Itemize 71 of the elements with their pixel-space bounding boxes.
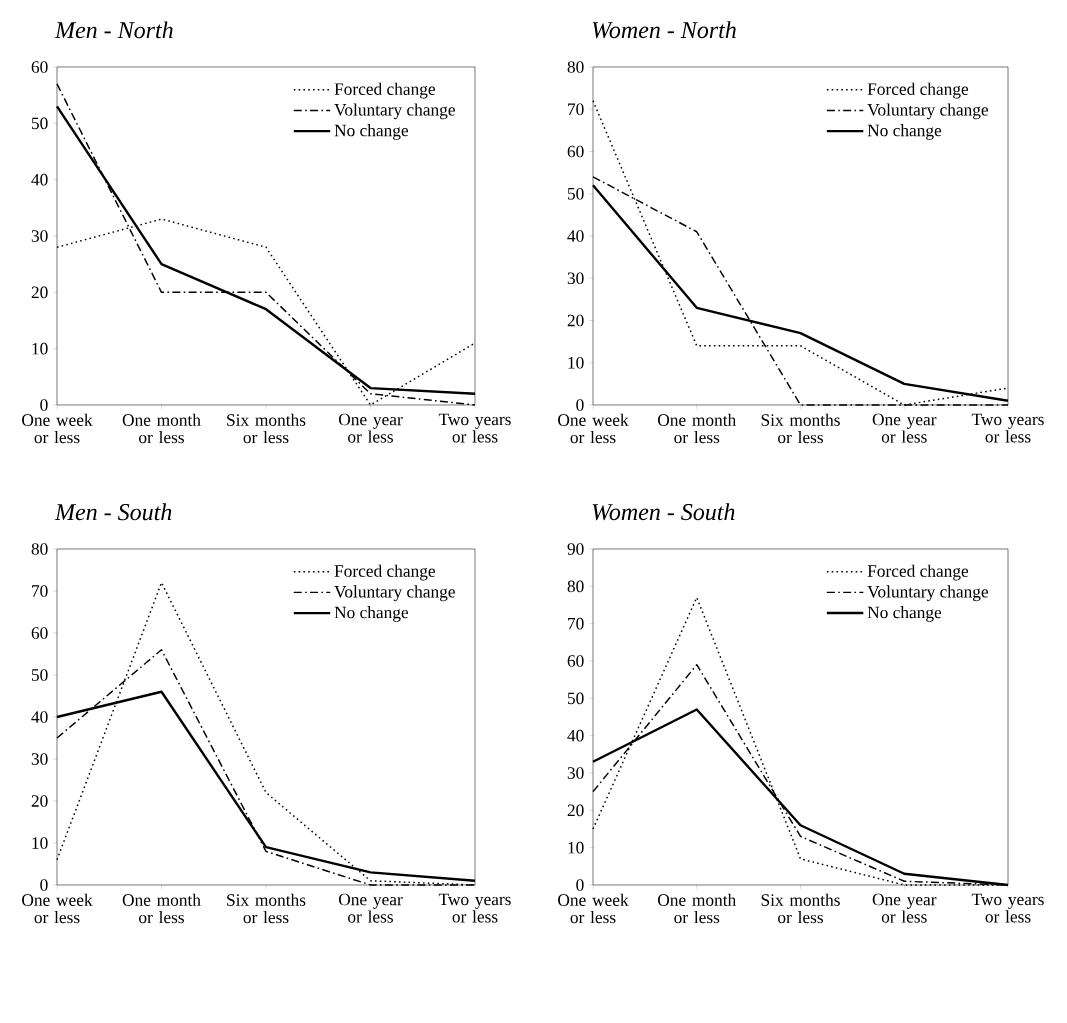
x-tick-label: One month or less bbox=[657, 413, 737, 444]
y-tick-label: 40 bbox=[567, 230, 584, 242]
y-tick-label: 50 bbox=[567, 187, 584, 200]
y-tick-label: 30 bbox=[31, 230, 48, 242]
y-tick-label: 60 bbox=[31, 627, 48, 639]
x-tick-label: One year or less bbox=[338, 413, 403, 443]
y-tick-label: 60 bbox=[31, 61, 48, 73]
y-tick-label: 70 bbox=[568, 617, 584, 630]
chart-title: Women - South bbox=[592, 503, 735, 521]
legend-label: Voluntary change bbox=[334, 585, 455, 602]
y-tick-label: 40 bbox=[31, 711, 48, 723]
chart-title: Men - North bbox=[54, 21, 173, 39]
y-tick-label: 60 bbox=[567, 655, 584, 667]
y-tick-label: 80 bbox=[567, 61, 584, 73]
y-tick-label: 0 bbox=[576, 879, 584, 891]
x-tick-label: Six months or less bbox=[761, 413, 840, 444]
x-tick-label: One year or less bbox=[872, 893, 937, 923]
legend-label: No change bbox=[867, 124, 942, 140]
y-tick-label: 20 bbox=[31, 286, 48, 299]
y-tick-label: 0 bbox=[40, 879, 48, 891]
y-tick-label: 60 bbox=[567, 145, 584, 158]
y-tick-label: 0 bbox=[40, 399, 48, 411]
y-tick-label: 30 bbox=[31, 753, 48, 765]
y-tick-label: 70 bbox=[568, 103, 584, 116]
x-tick-label: Two years or less bbox=[438, 413, 511, 443]
y-tick-label: 80 bbox=[567, 580, 584, 593]
legend-label: No change bbox=[867, 606, 942, 622]
y-tick-label: 50 bbox=[31, 117, 48, 130]
x-tick-label: One week or less bbox=[22, 893, 93, 924]
y-tick-label: 70 bbox=[32, 585, 48, 597]
x-tick-label: One week or less bbox=[558, 413, 629, 444]
x-tick-label: One month or less bbox=[122, 413, 201, 444]
y-tick-label: 80 bbox=[31, 543, 48, 555]
y-tick-label: 10 bbox=[32, 342, 48, 355]
y-tick-label: 20 bbox=[567, 314, 584, 327]
x-tick-label: Six months or less bbox=[227, 893, 306, 924]
x-tick-label: One month or less bbox=[657, 893, 737, 924]
legend-label: Forced change bbox=[867, 564, 969, 581]
x-tick-label: Six months or less bbox=[761, 893, 840, 924]
x-tick-label: Two years or less bbox=[438, 893, 511, 923]
x-tick-label: Two years or less bbox=[971, 893, 1044, 923]
y-tick-label: 0 bbox=[576, 399, 584, 411]
x-tick-label: One week or less bbox=[22, 413, 93, 444]
y-tick-label: 40 bbox=[567, 729, 584, 742]
y-tick-label: 10 bbox=[32, 837, 48, 849]
x-tick-label: One week or less bbox=[558, 893, 629, 924]
x-tick-label: One month or less bbox=[122, 893, 201, 924]
legend-label: No change bbox=[334, 606, 409, 622]
x-tick-label: One year or less bbox=[338, 893, 403, 923]
y-tick-label: 10 bbox=[568, 841, 584, 854]
y-tick-label: 20 bbox=[567, 804, 584, 817]
y-tick-label: 20 bbox=[31, 795, 48, 807]
chart-title: Women - North bbox=[592, 21, 736, 39]
legend-label: Forced change bbox=[334, 564, 435, 581]
legend-label: No change bbox=[334, 124, 409, 140]
y-tick-label: 90 bbox=[567, 543, 584, 555]
legend-label: Forced change bbox=[867, 82, 969, 99]
legend-label: Voluntary change bbox=[867, 103, 989, 120]
y-tick-label: 30 bbox=[567, 767, 584, 779]
y-tick-label: 50 bbox=[567, 692, 584, 705]
y-tick-label: 10 bbox=[568, 356, 584, 369]
x-tick-label: One year or less bbox=[872, 413, 937, 443]
x-tick-label: Two years or less bbox=[971, 413, 1044, 443]
x-tick-label: Six months or less bbox=[227, 413, 306, 444]
y-tick-label: 50 bbox=[31, 669, 48, 681]
legend-label: Voluntary change bbox=[867, 585, 989, 602]
chart-title: Men - South bbox=[54, 503, 172, 521]
y-tick-label: 40 bbox=[31, 173, 48, 186]
legend-label: Forced change bbox=[334, 82, 435, 99]
legend-label: Voluntary change bbox=[334, 103, 455, 120]
y-tick-label: 30 bbox=[567, 272, 584, 285]
